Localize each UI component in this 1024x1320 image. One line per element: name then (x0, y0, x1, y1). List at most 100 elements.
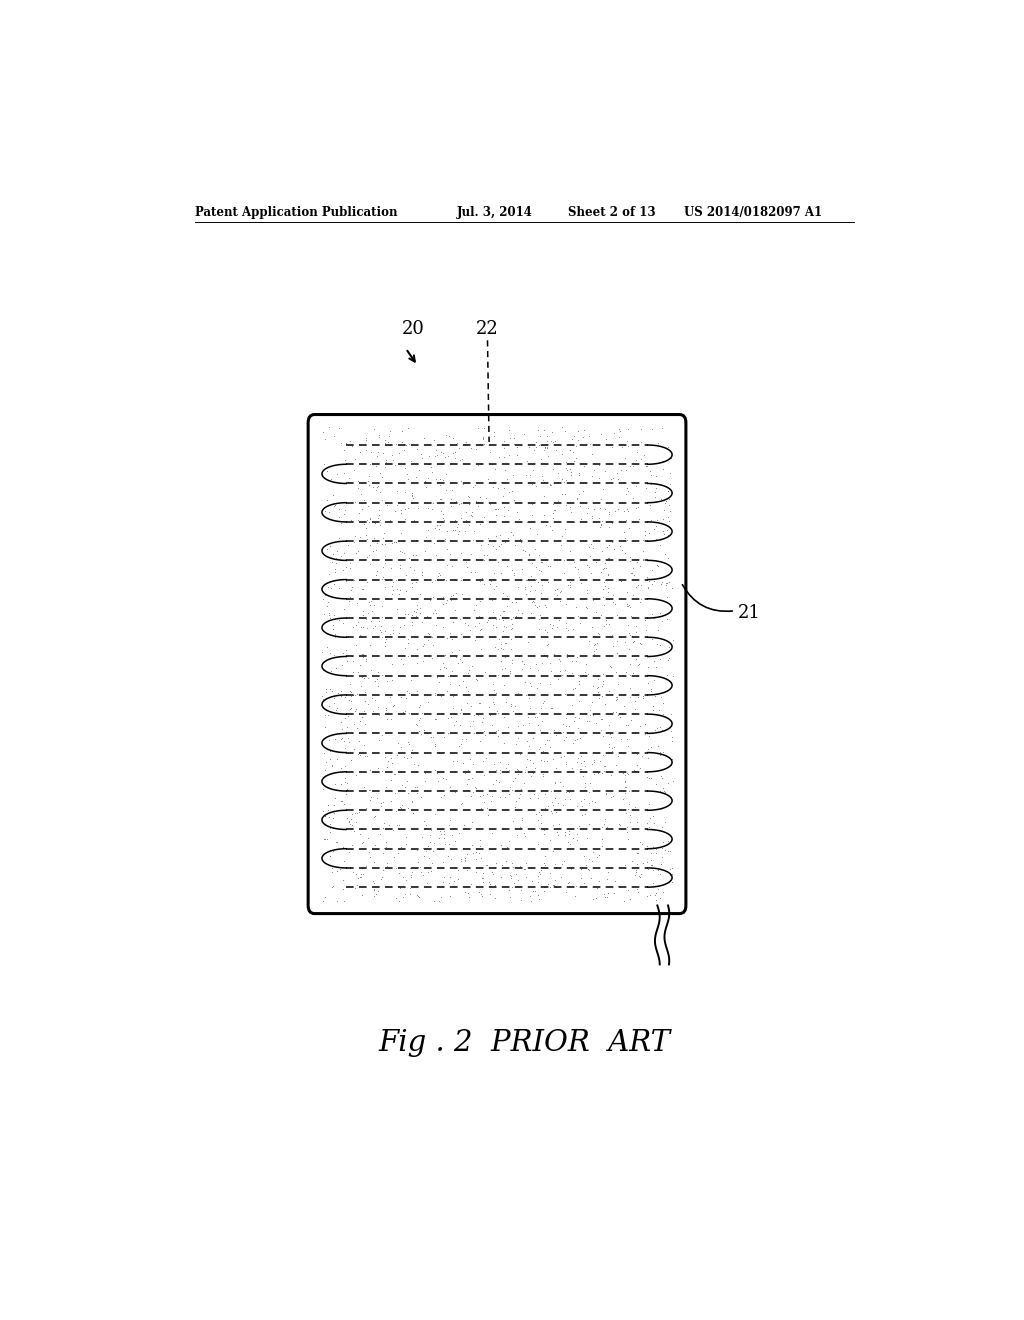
Point (382, 558, 398, 579)
Point (482, 442, 499, 463)
Point (483, 785, 500, 807)
Point (346, 532, 362, 553)
Point (322, 696, 338, 717)
Point (370, 676, 386, 697)
Point (553, 747, 569, 768)
Point (377, 429, 393, 450)
Point (381, 814, 397, 836)
Point (642, 495, 658, 516)
Point (355, 490, 372, 511)
Point (482, 492, 499, 513)
Point (379, 704, 395, 725)
Point (329, 463, 345, 484)
Point (618, 776, 635, 797)
Point (569, 430, 586, 451)
Point (466, 705, 482, 726)
Point (597, 461, 613, 482)
Point (529, 418, 546, 440)
Point (324, 660, 340, 681)
Point (523, 602, 540, 623)
Point (659, 573, 676, 594)
Point (660, 841, 677, 862)
Point (409, 467, 425, 488)
Point (540, 556, 556, 577)
Point (341, 606, 357, 627)
Point (594, 829, 610, 850)
Point (350, 702, 367, 723)
Point (501, 783, 517, 804)
Point (596, 813, 612, 834)
Point (483, 789, 500, 810)
Point (564, 429, 581, 450)
Point (654, 508, 671, 529)
Point (478, 611, 495, 632)
Point (499, 469, 515, 490)
Point (649, 510, 666, 531)
Point (542, 876, 558, 898)
Point (547, 771, 563, 792)
Point (628, 449, 644, 470)
Point (414, 564, 430, 585)
Point (385, 696, 401, 717)
Point (488, 576, 505, 597)
Point (327, 561, 343, 582)
Point (568, 487, 585, 508)
Point (646, 651, 663, 672)
Point (544, 616, 560, 638)
Point (334, 791, 350, 812)
Point (337, 767, 353, 788)
Point (616, 500, 633, 521)
Point (660, 488, 677, 510)
Point (637, 723, 653, 744)
Point (442, 849, 459, 870)
Point (407, 560, 423, 581)
Point (642, 510, 658, 531)
Point (489, 725, 506, 746)
Point (550, 669, 566, 690)
Point (404, 573, 421, 594)
Point (652, 488, 669, 510)
Point (603, 513, 620, 535)
Point (379, 494, 395, 515)
Point (367, 807, 383, 828)
Point (529, 884, 546, 906)
Point (572, 791, 589, 812)
Point (643, 767, 659, 788)
Point (449, 432, 465, 453)
Point (398, 681, 415, 702)
Point (376, 521, 392, 543)
Point (351, 624, 368, 645)
Point (385, 532, 401, 553)
Point (505, 771, 521, 792)
Point (331, 578, 347, 599)
Point (416, 837, 432, 858)
Point (324, 681, 340, 702)
Point (623, 473, 639, 494)
Point (329, 741, 345, 762)
Point (557, 789, 573, 810)
Point (526, 594, 543, 615)
Point (416, 428, 432, 449)
Point (558, 612, 574, 634)
Point (389, 578, 406, 599)
Point (489, 499, 506, 520)
Point (362, 441, 379, 462)
Point (440, 722, 457, 743)
Point (400, 628, 417, 649)
Point (567, 706, 584, 727)
Point (432, 469, 449, 490)
Point (589, 760, 605, 781)
Point (484, 863, 501, 884)
Point (642, 680, 658, 701)
Point (663, 755, 679, 776)
Point (630, 574, 646, 595)
Point (634, 746, 650, 767)
Point (504, 779, 520, 800)
Point (498, 616, 514, 638)
Point (401, 883, 418, 904)
Point (403, 483, 420, 504)
Point (490, 446, 507, 467)
Point (409, 653, 425, 675)
Point (616, 527, 633, 548)
Point (396, 543, 413, 564)
